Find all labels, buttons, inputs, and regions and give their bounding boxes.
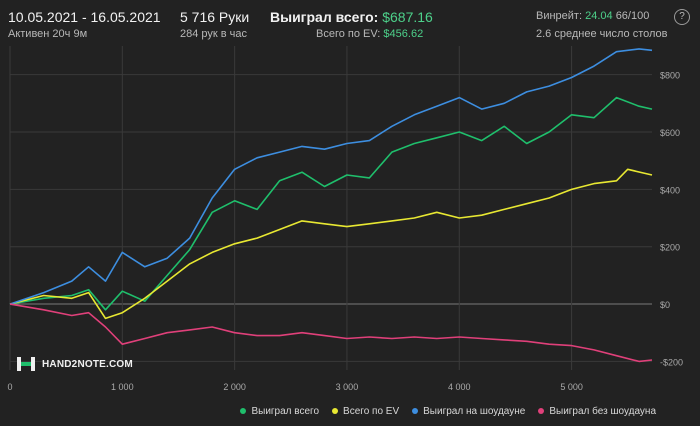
- winrate: Винрейт: 24.04 66/100: [536, 10, 649, 22]
- chart-legend: Выиграл всего Всего по EV Выиграл на шоуда…: [240, 402, 656, 420]
- hands-per-hour: 284 рук в час: [180, 28, 248, 40]
- x-tick-label: 3 000: [336, 382, 359, 392]
- won-total-value: $687.16: [382, 9, 433, 25]
- legend-item[interactable]: Выиграл без шоудауна: [538, 402, 656, 420]
- legend-item[interactable]: Всего по EV: [332, 402, 399, 420]
- logo: HAND2NOTE.COM: [16, 356, 133, 372]
- logo-text: HAND2NOTE.COM: [42, 358, 133, 370]
- legend-label: Выиграл всего: [251, 405, 320, 417]
- header-bar: 10.05.2021 - 16.05.2021 Активен 20ч 9м 5…: [0, 0, 700, 44]
- y-tick-label: $200: [660, 243, 680, 253]
- x-tick-label: 2 000: [223, 382, 246, 392]
- grid: [9, 46, 652, 370]
- legend-item[interactable]: Выиграл на шоудауне: [412, 402, 525, 420]
- series-line: [9, 96, 653, 311]
- series-line: [9, 168, 653, 320]
- x-tick-label: 1 000: [111, 382, 134, 392]
- legend-label: Выиграл без шоудауна: [549, 405, 656, 417]
- legend-label: Всего по EV: [343, 405, 400, 417]
- y-tick-label: -$200: [660, 357, 683, 367]
- legend-item[interactable]: Выиграл всего: [240, 402, 319, 420]
- y-tick-label: $0: [660, 300, 670, 310]
- y-tick-label: $800: [660, 71, 680, 81]
- legend-dot-icon: [240, 408, 247, 414]
- y-tick-label: $600: [660, 128, 680, 138]
- avg-tables: 2.6 среднее число столов: [536, 28, 668, 40]
- series-line: [9, 303, 653, 363]
- winrate-label: Винрейт:: [536, 10, 583, 22]
- winrate-tail: 66/100: [615, 10, 650, 22]
- x-tick-label: 5 000: [560, 382, 583, 392]
- won-total-label: Выиграл всего:: [270, 9, 379, 25]
- x-tick-label: 4 000: [448, 382, 471, 392]
- ev-total-label: Всего по EV:: [316, 28, 381, 40]
- legend-dot-icon: [538, 408, 545, 414]
- axis-labels: -$200 $0 $200 $400 $600 $800 0 1 000 2 000 3 000 4…: [7, 71, 683, 392]
- series-line: [9, 48, 653, 305]
- info-icon[interactable]: ?: [674, 9, 690, 25]
- legend-dot-icon: [412, 408, 419, 414]
- ev-total-value: $456.62: [383, 28, 424, 40]
- series-lines: [9, 48, 653, 363]
- ev-total: Всего по EV: $456.62: [316, 28, 423, 40]
- hand2note-logo-icon: [17, 357, 35, 371]
- legend-label: Выиграл на шоудауне: [423, 405, 526, 417]
- active-time: Активен 20ч 9м: [8, 28, 88, 40]
- y-tick-label: $400: [660, 185, 680, 195]
- x-tick-label: 0: [7, 382, 12, 392]
- date-range[interactable]: 10.05.2021 - 16.05.2021: [8, 9, 161, 25]
- winrate-value: 24.04: [585, 10, 613, 22]
- won-total: Выиграл всего: $687.16: [270, 9, 433, 25]
- hands-count: 5 716 Руки: [180, 9, 250, 25]
- legend-dot-icon: [332, 408, 339, 414]
